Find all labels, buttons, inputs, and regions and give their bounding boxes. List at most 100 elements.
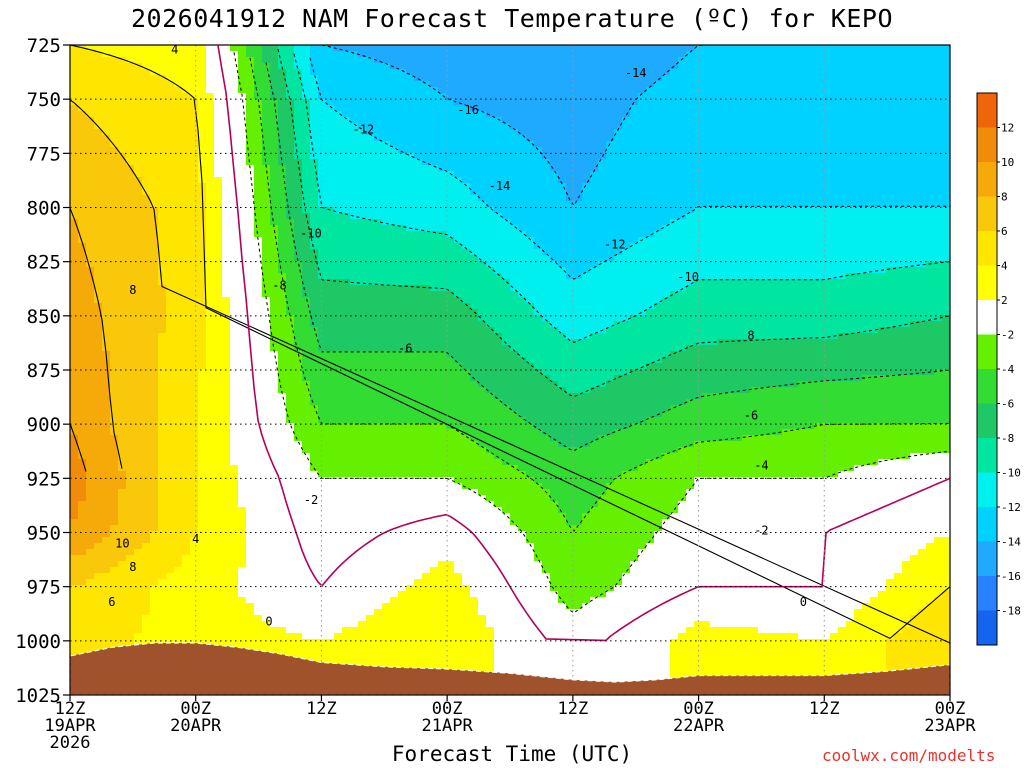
contour-label: 8 xyxy=(129,560,136,574)
contour-label: 4 xyxy=(192,532,199,546)
isotherm-10 xyxy=(70,423,87,472)
x-tick-label: 00Z xyxy=(935,699,966,719)
colorbar-label: 2 xyxy=(1001,294,1008,307)
y-tick-label: 1000 xyxy=(15,631,61,653)
colorbar-swatch xyxy=(977,231,997,266)
colorbar-swatch xyxy=(977,93,997,128)
contour-label: -14 xyxy=(489,179,511,193)
x-tick-label: 22APR xyxy=(673,716,725,736)
contour-label: -2 xyxy=(304,493,318,507)
x-tick-label: 23APR xyxy=(924,716,976,736)
isotherm--2 xyxy=(233,52,950,614)
colorbar-label: 10 xyxy=(1001,156,1014,169)
colorbar-label: 12 xyxy=(1001,122,1014,135)
y-tick-label: 950 xyxy=(27,523,61,545)
colorbar-label: -4 xyxy=(1001,363,1015,376)
isotherm--12 xyxy=(309,57,950,280)
x-tick-label: 12Z xyxy=(55,699,86,719)
contour-label: 6 xyxy=(108,595,115,609)
colorbar-swatch xyxy=(977,403,997,438)
contour-label: -6 xyxy=(744,409,758,423)
contour-label: -2 xyxy=(754,523,768,537)
colorbar-swatch xyxy=(977,300,997,335)
isotherm--14 xyxy=(321,45,950,207)
colorbar-label: -18 xyxy=(1001,605,1021,618)
contour-label: -12 xyxy=(352,123,374,137)
colorbar-label: -12 xyxy=(1001,501,1021,514)
x-axis-label: Forecast Time (UTC) xyxy=(391,742,633,766)
x-tick-label: 2026 xyxy=(50,733,91,753)
colorbar-swatch xyxy=(977,541,997,576)
colorbar-label: -6 xyxy=(1001,398,1014,411)
y-axis: 725 750 775 800 825 850 875 900 925 950 975 1000 102… xyxy=(15,35,70,707)
colorbar-swatch xyxy=(977,334,997,369)
colorbar-swatch xyxy=(977,369,997,404)
y-tick-label: 975 xyxy=(27,577,61,599)
colorbar-swatch xyxy=(977,265,997,300)
contour-lines xyxy=(70,45,950,644)
y-tick-label: 900 xyxy=(27,414,61,436)
y-tick-label: 825 xyxy=(27,252,61,274)
x-tick-label: 00Z xyxy=(432,699,463,719)
contour-label: -6 xyxy=(398,341,412,355)
isotherm--6 xyxy=(265,62,950,452)
isotherm-0 xyxy=(217,45,950,642)
y-tick-label: 800 xyxy=(27,198,61,220)
y-tick-label: 1025 xyxy=(15,685,61,707)
y-tick-label: 925 xyxy=(27,468,61,490)
colorbar-label: 6 xyxy=(1001,225,1008,238)
grid-lines xyxy=(70,45,950,695)
colorbar-swatch xyxy=(977,507,997,542)
colorbar-label: -8 xyxy=(1001,432,1014,445)
colorbar-label: -10 xyxy=(1001,467,1021,480)
colorbar-label: -2 xyxy=(1001,329,1014,342)
contour-label: 8 xyxy=(129,283,136,297)
colorbar-swatch xyxy=(977,610,997,645)
contour-label: 0 xyxy=(800,595,807,609)
contour-labels: 48108640-2-8-10-12-6-16-14-14-12-108-6-4… xyxy=(108,42,807,628)
x-tick-label: 20APR xyxy=(170,716,222,736)
colorbar-swatch xyxy=(977,127,997,162)
isotherm-8 xyxy=(70,207,123,469)
y-tick-label: 725 xyxy=(27,35,61,57)
x-tick-label: 12Z xyxy=(557,699,588,719)
contour-label: 0 xyxy=(265,614,272,628)
x-tick-label: 12Z xyxy=(306,699,337,719)
colorbar-swatch xyxy=(977,576,997,611)
contour-label: 8 xyxy=(747,328,754,342)
x-tick-label: 19APR xyxy=(44,716,96,736)
contour-label: 10 xyxy=(115,536,129,550)
isotherm-4 xyxy=(70,45,950,640)
colorbar-label: -14 xyxy=(1001,536,1021,549)
colorbar-swatch xyxy=(977,162,997,197)
contour-label: -8 xyxy=(272,279,286,293)
colorbar: 12 10 8 6 4 2 -2 -4 -6 -8 -10 -12 -14 -16 -18 xyxy=(976,92,1021,646)
credit-text: coolwx.com/modelts xyxy=(822,746,996,765)
colorbar-label: 4 xyxy=(1001,260,1008,273)
isotherm--8 xyxy=(277,49,950,398)
y-tick-label: 775 xyxy=(27,143,61,165)
contour-label: -12 xyxy=(604,237,626,251)
terrain-layer xyxy=(70,642,950,695)
colorbar-swatch xyxy=(977,438,997,473)
isotherm--4 xyxy=(249,57,950,532)
terrain xyxy=(70,642,950,695)
x-tick-label: 21APR xyxy=(422,716,474,736)
contour-label: -4 xyxy=(754,458,768,472)
y-tick-label: 850 xyxy=(27,306,61,328)
x-tick-label: 00Z xyxy=(683,699,714,719)
isotherm-6 xyxy=(70,99,950,644)
colorbar-label: -16 xyxy=(1001,570,1021,583)
contour-label: -10 xyxy=(300,227,322,241)
contour-label: 4 xyxy=(171,42,178,56)
y-tick-label: 875 xyxy=(27,360,61,382)
x-tick-label: 00Z xyxy=(180,699,211,719)
contour-label: -10 xyxy=(677,270,699,284)
contour-label: -16 xyxy=(457,103,479,117)
contour-label: -14 xyxy=(625,66,647,80)
isotherm--10 xyxy=(293,53,950,343)
y-tick-label: 750 xyxy=(27,89,61,111)
colorbar-swatch xyxy=(977,472,997,507)
